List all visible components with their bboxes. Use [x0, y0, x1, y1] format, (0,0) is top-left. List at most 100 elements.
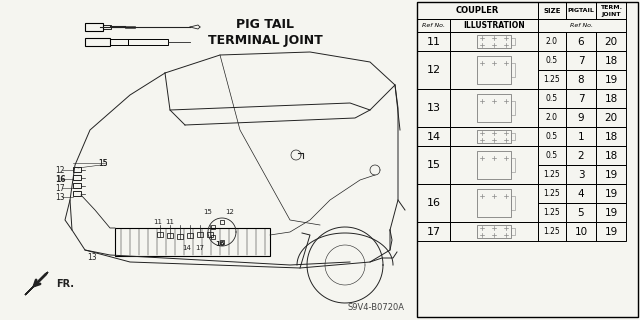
Bar: [538, 70, 566, 89]
Text: 19: 19: [604, 207, 618, 218]
Bar: [538, 32, 566, 51]
Bar: [538, 203, 566, 222]
Bar: [417, 146, 450, 184]
Text: Ref No.: Ref No.: [570, 23, 593, 28]
Bar: [417, 89, 450, 127]
Text: 17: 17: [426, 227, 440, 236]
Bar: [511, 158, 515, 172]
Text: 0.5: 0.5: [546, 132, 558, 141]
Bar: [538, 127, 566, 146]
Bar: [538, 222, 566, 241]
Text: 15: 15: [98, 158, 108, 167]
Text: 5: 5: [578, 207, 584, 218]
Text: 16: 16: [215, 241, 225, 247]
Bar: [596, 70, 626, 89]
Bar: [450, 222, 538, 241]
Text: 20: 20: [604, 113, 618, 123]
Text: 12: 12: [426, 65, 440, 75]
Bar: [85, 38, 110, 46]
Text: 13: 13: [55, 193, 65, 202]
Bar: [207, 232, 213, 237]
Bar: [477, 56, 511, 84]
Text: 0.5: 0.5: [546, 94, 558, 103]
Bar: [477, 35, 511, 48]
Text: 15: 15: [98, 158, 108, 167]
Text: TERM.: TERM.: [600, 5, 622, 10]
Bar: [566, 184, 596, 203]
Text: 18: 18: [604, 93, 618, 103]
Bar: [450, 19, 538, 32]
Bar: [538, 51, 566, 70]
Bar: [596, 146, 626, 165]
Bar: [73, 175, 81, 180]
Bar: [566, 222, 596, 241]
Bar: [566, 203, 596, 222]
Bar: [450, 146, 538, 184]
Text: FR.: FR.: [56, 279, 74, 289]
Text: 16: 16: [55, 174, 65, 183]
Text: 0.5: 0.5: [546, 56, 558, 65]
Bar: [596, 108, 626, 127]
Bar: [417, 222, 450, 241]
Text: 0.5: 0.5: [546, 151, 558, 160]
Bar: [157, 232, 163, 237]
Bar: [73, 191, 81, 196]
Text: 6: 6: [578, 36, 584, 46]
Text: ILLUSTRATION: ILLUSTRATION: [463, 21, 525, 30]
Bar: [477, 151, 511, 179]
Text: 11: 11: [166, 219, 175, 225]
Bar: [596, 165, 626, 184]
Text: 18: 18: [604, 55, 618, 66]
Text: 19: 19: [604, 75, 618, 84]
Text: 11: 11: [154, 219, 163, 225]
Bar: [538, 89, 566, 108]
Text: 19: 19: [604, 188, 618, 198]
Text: 14: 14: [426, 132, 440, 141]
Bar: [596, 203, 626, 222]
Bar: [596, 32, 626, 51]
Bar: [511, 38, 515, 45]
Bar: [538, 19, 626, 32]
Text: 13: 13: [426, 103, 440, 113]
Bar: [417, 184, 450, 222]
Polygon shape: [25, 272, 48, 295]
Text: 18: 18: [604, 132, 618, 141]
Bar: [538, 165, 566, 184]
Text: 1.25: 1.25: [543, 170, 561, 179]
Text: 2.0: 2.0: [546, 37, 558, 46]
Bar: [417, 32, 450, 51]
Text: 14: 14: [182, 245, 191, 251]
Text: 18: 18: [604, 150, 618, 161]
Text: 10: 10: [575, 227, 588, 236]
Text: 1: 1: [578, 132, 584, 141]
Bar: [538, 184, 566, 203]
Text: 1.25: 1.25: [543, 208, 561, 217]
Bar: [566, 2, 596, 19]
Bar: [596, 127, 626, 146]
Bar: [450, 51, 538, 89]
Bar: [511, 133, 515, 140]
Text: 2: 2: [578, 150, 584, 161]
Bar: [211, 225, 215, 229]
Bar: [450, 89, 538, 127]
Text: 19: 19: [604, 227, 618, 236]
Bar: [417, 127, 450, 146]
Bar: [596, 89, 626, 108]
Bar: [187, 233, 193, 238]
Text: 1.25: 1.25: [543, 189, 561, 198]
Text: 12: 12: [55, 165, 65, 174]
Text: PIGTAIL: PIGTAIL: [568, 8, 595, 13]
Bar: [211, 235, 215, 239]
Bar: [197, 232, 203, 237]
Bar: [450, 127, 538, 146]
Bar: [538, 108, 566, 127]
Bar: [103, 25, 111, 29]
Bar: [220, 220, 224, 224]
Text: 17: 17: [55, 183, 65, 193]
Text: 1.25: 1.25: [543, 227, 561, 236]
Bar: [566, 108, 596, 127]
Text: Ref No.: Ref No.: [422, 23, 445, 28]
Bar: [110, 39, 128, 45]
Bar: [511, 63, 515, 77]
Text: 2.0: 2.0: [546, 113, 558, 122]
